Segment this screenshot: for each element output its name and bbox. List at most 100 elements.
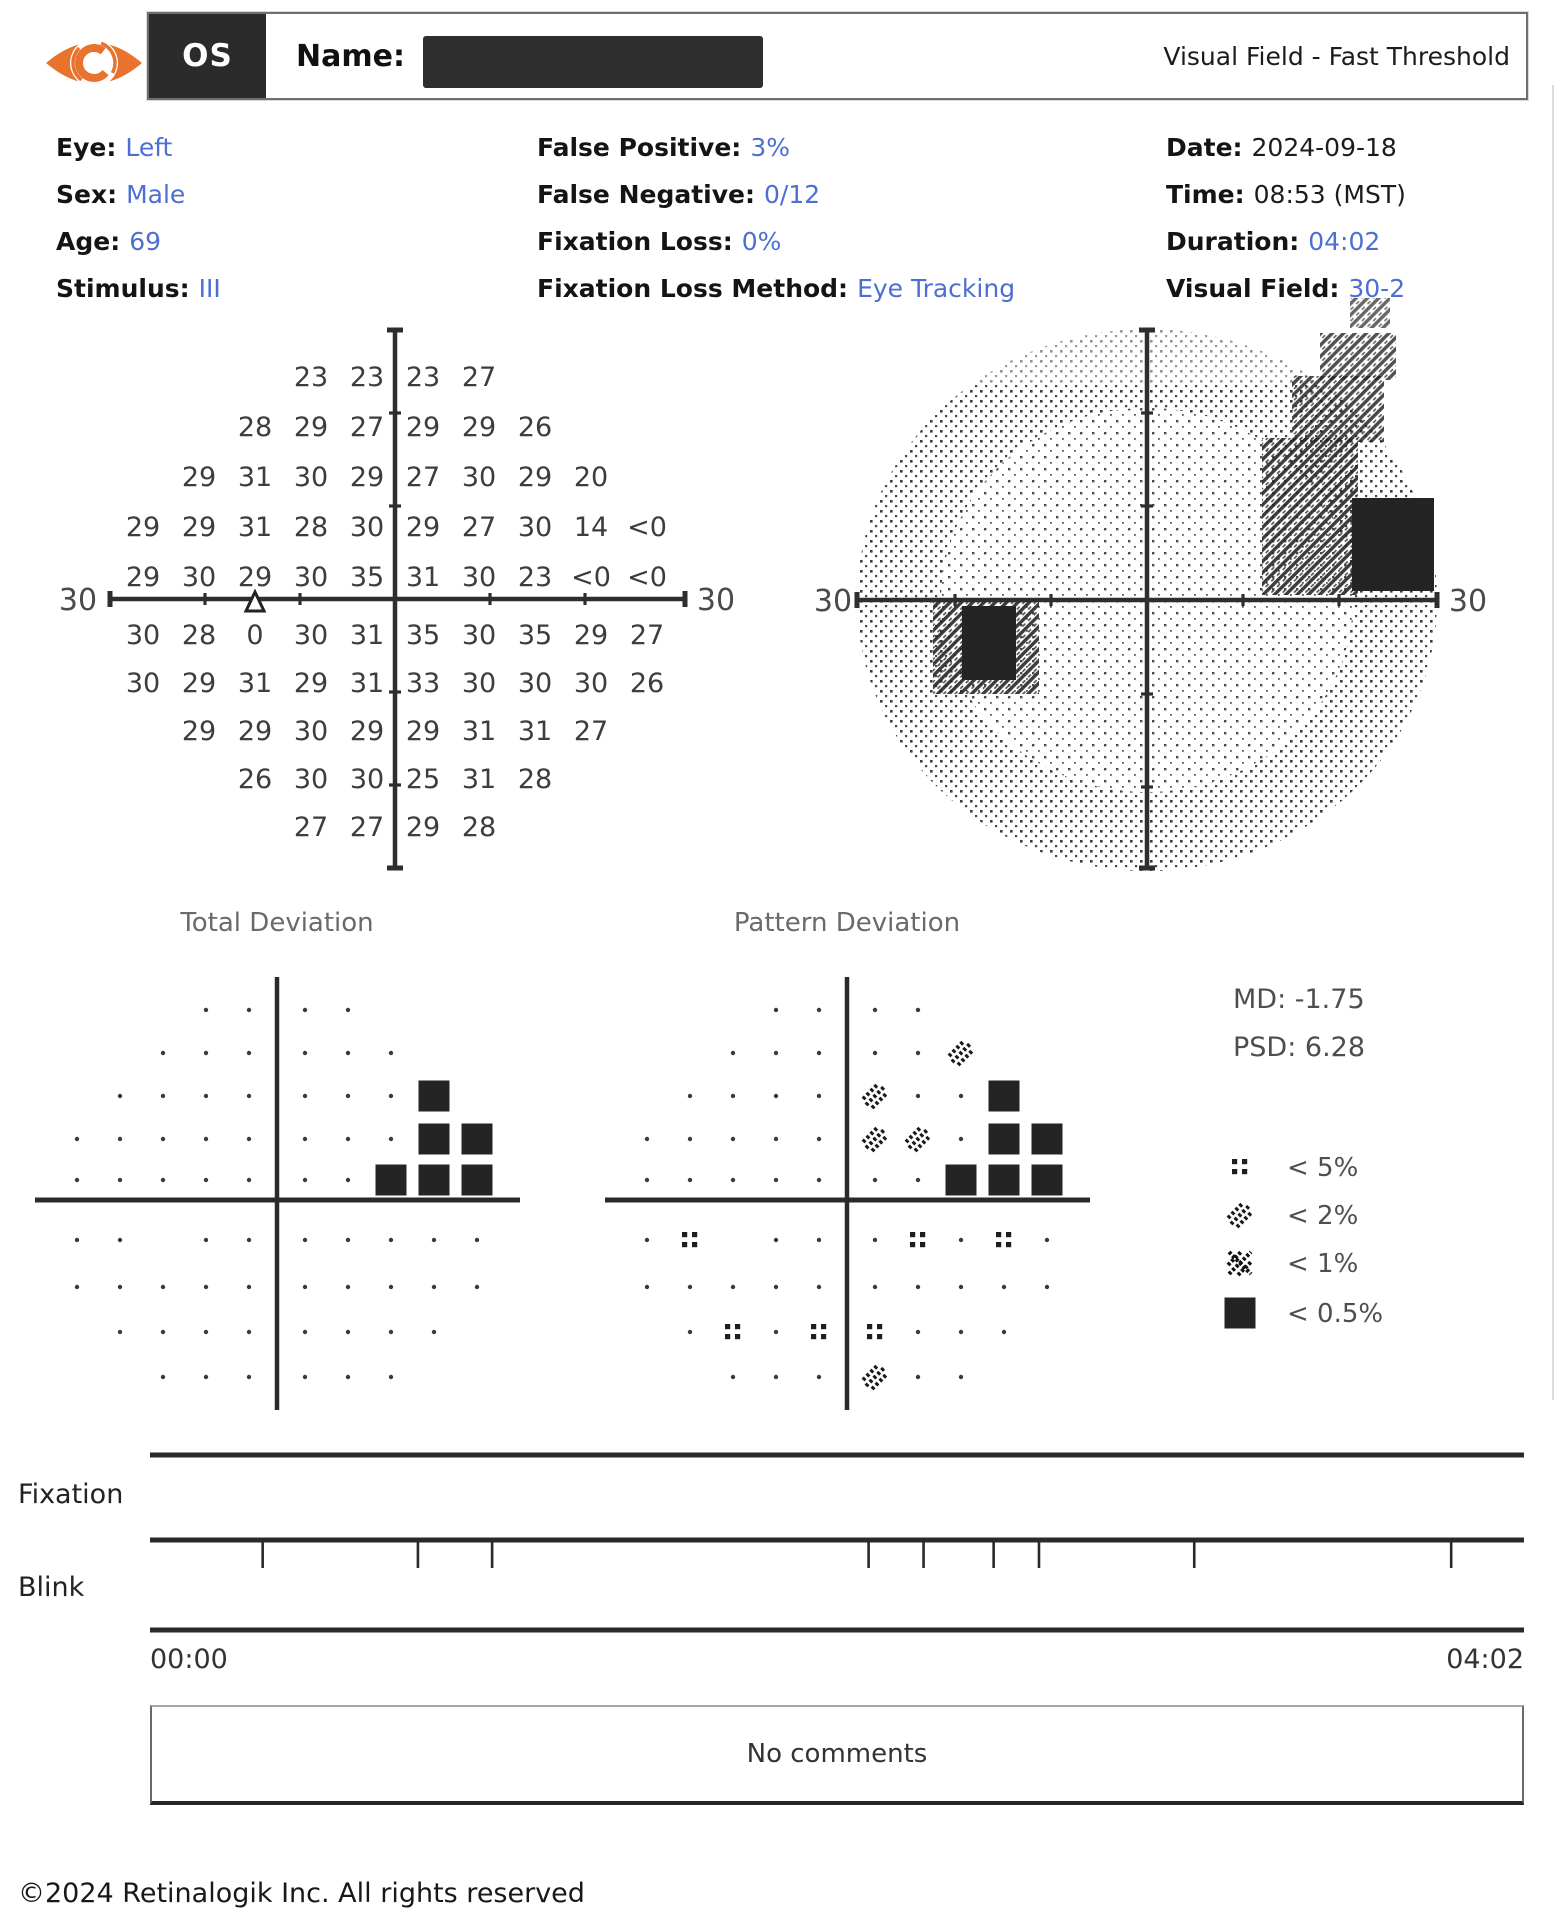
threshold-value: 33 — [406, 668, 440, 699]
info-label: Duration: — [1166, 227, 1300, 256]
deviation-symbol-d — [117, 1093, 123, 1099]
threshold-value: 30 — [462, 668, 496, 699]
deviation-symbol-s — [988, 1123, 1020, 1155]
threshold-value: 30 — [126, 620, 160, 651]
threshold-value: 30 — [462, 462, 496, 493]
deviation-symbol-d — [958, 1136, 964, 1142]
threshold-value: 26 — [238, 764, 272, 795]
deviation-symbol-d — [74, 1136, 80, 1142]
threshold-value: 26 — [630, 668, 664, 699]
deviation-symbol-d — [474, 1284, 480, 1290]
deviation-symbol-s — [1031, 1164, 1063, 1196]
deviation-symbol-d — [302, 1093, 308, 1099]
info-value: 2024-09-18 — [1251, 133, 1397, 162]
deviation-symbol-c — [811, 1324, 827, 1340]
threshold-value: 30 — [518, 668, 552, 699]
deviation-symbol-d — [431, 1284, 437, 1290]
deviation-symbol-d — [160, 1329, 166, 1335]
deviation-symbol-d — [730, 1050, 736, 1056]
info-row: Stimulus: III — [56, 265, 221, 312]
deviation-symbol-d — [203, 1374, 209, 1380]
deviation-symbol-c — [725, 1324, 741, 1340]
deviation-symbol-d — [246, 1136, 252, 1142]
info-row: Time: 08:53 (MST) — [1166, 171, 1406, 218]
blind-spot-triangle-marker — [243, 588, 267, 613]
threshold-value: 29 — [462, 412, 496, 443]
deviation-symbol-d — [816, 1136, 822, 1142]
blink-label: Blink — [18, 1572, 85, 1603]
threshold-value: 29 — [126, 562, 160, 593]
deviation-symbol-d — [915, 1284, 921, 1290]
pattern-deviation-symbols — [644, 1007, 1063, 1391]
pattern-deviation-title: Pattern Deviation — [734, 908, 960, 938]
deviation-symbol-d — [872, 1007, 878, 1013]
deviation-symbol-c — [867, 1324, 883, 1340]
grayscale-axis-label-left: 30 — [814, 584, 852, 619]
deviation-symbol-d — [302, 1237, 308, 1243]
deviation-symbol-d — [915, 1177, 921, 1183]
deviation-symbol-d — [644, 1284, 650, 1290]
threshold-value: 25 — [406, 764, 440, 795]
deviation-symbol-d — [915, 1374, 921, 1380]
info-value: 04:02 — [1308, 227, 1381, 256]
deviation-symbol-d — [872, 1284, 878, 1290]
deviation-symbol-d — [203, 1093, 209, 1099]
info-label: Date: — [1166, 133, 1243, 162]
deviation-symbol-d — [302, 1050, 308, 1056]
deviation-symbol-d — [773, 1329, 779, 1335]
grayscale-axis-ticks — [953, 411, 1341, 789]
defect-dense-region — [1352, 498, 1434, 591]
deviation-symbol-s — [988, 1080, 1020, 1112]
report-title: Visual Field - Fast Threshold — [1163, 41, 1510, 71]
deviation-symbol-d — [773, 1007, 779, 1013]
threshold-value: 14 — [574, 512, 608, 543]
deviation-symbol-d — [117, 1237, 123, 1243]
deviation-symbol-d — [203, 1136, 209, 1142]
deviation-symbol-d — [872, 1177, 878, 1183]
deviation-symbol-h — [947, 1039, 975, 1067]
deviation-symbol-d — [345, 1329, 351, 1335]
deviation-symbol-s — [945, 1164, 977, 1196]
deviation-symbol-d — [160, 1136, 166, 1142]
threshold-value: 29 — [126, 512, 160, 543]
retinalogik-eye-logo-icon — [46, 39, 142, 87]
threshold-value: 26 — [518, 412, 552, 443]
deviation-symbol-d — [246, 1284, 252, 1290]
deviation-symbol-d — [203, 1007, 209, 1013]
threshold-value: 23 — [518, 562, 552, 593]
deviation-symbol-d — [872, 1237, 878, 1243]
info-row: Sex: Male — [56, 171, 221, 218]
deviation-symbol-d — [345, 1374, 351, 1380]
defect-hatch-region — [1320, 333, 1396, 380]
deviation-symbol-d — [915, 1050, 921, 1056]
legend-label: < 0.5% — [1287, 1299, 1383, 1329]
info-row: Age: 69 — [56, 218, 221, 265]
deviation-symbol-d — [203, 1050, 209, 1056]
deviation-symbol-d — [117, 1177, 123, 1183]
deviation-symbol-d — [958, 1093, 964, 1099]
info-column: Eye: Left Sex: Male Age: 69 Stimulus: III — [56, 124, 221, 312]
info-value: Left — [125, 133, 173, 162]
threshold-value: 29 — [182, 668, 216, 699]
deviation-symbol-d — [431, 1329, 437, 1335]
threshold-value: 29 — [406, 412, 440, 443]
threshold-plot: 30 30 23 23 23 27 28 29 27 29 29 26 29 31 30 29 27 30 29… — [59, 327, 735, 871]
eye-side-badge: OS — [149, 14, 266, 98]
patient-name-label: Name: — [296, 38, 405, 74]
deviation-symbol-h — [861, 1082, 889, 1110]
threshold-value: 35 — [350, 562, 384, 593]
info-row: Fixation Loss Method: Eye Tracking — [537, 265, 1015, 312]
deviation-symbol-d — [345, 1050, 351, 1056]
total-deviation-title: Total Deviation — [179, 908, 373, 938]
threshold-value: 30 — [182, 562, 216, 593]
deviation-symbol-d — [160, 1284, 166, 1290]
deviation-symbol-d — [687, 1284, 693, 1290]
time-end-label: 04:02 — [1446, 1644, 1524, 1675]
deviation-symbol-d — [730, 1284, 736, 1290]
threshold-value: 23 — [350, 362, 384, 393]
grayscale-top-fade — [900, 330, 1400, 385]
threshold-value: 30 — [126, 668, 160, 699]
md-value: MD: -1.75 — [1233, 984, 1365, 1015]
threshold-value: <0 — [571, 562, 611, 593]
